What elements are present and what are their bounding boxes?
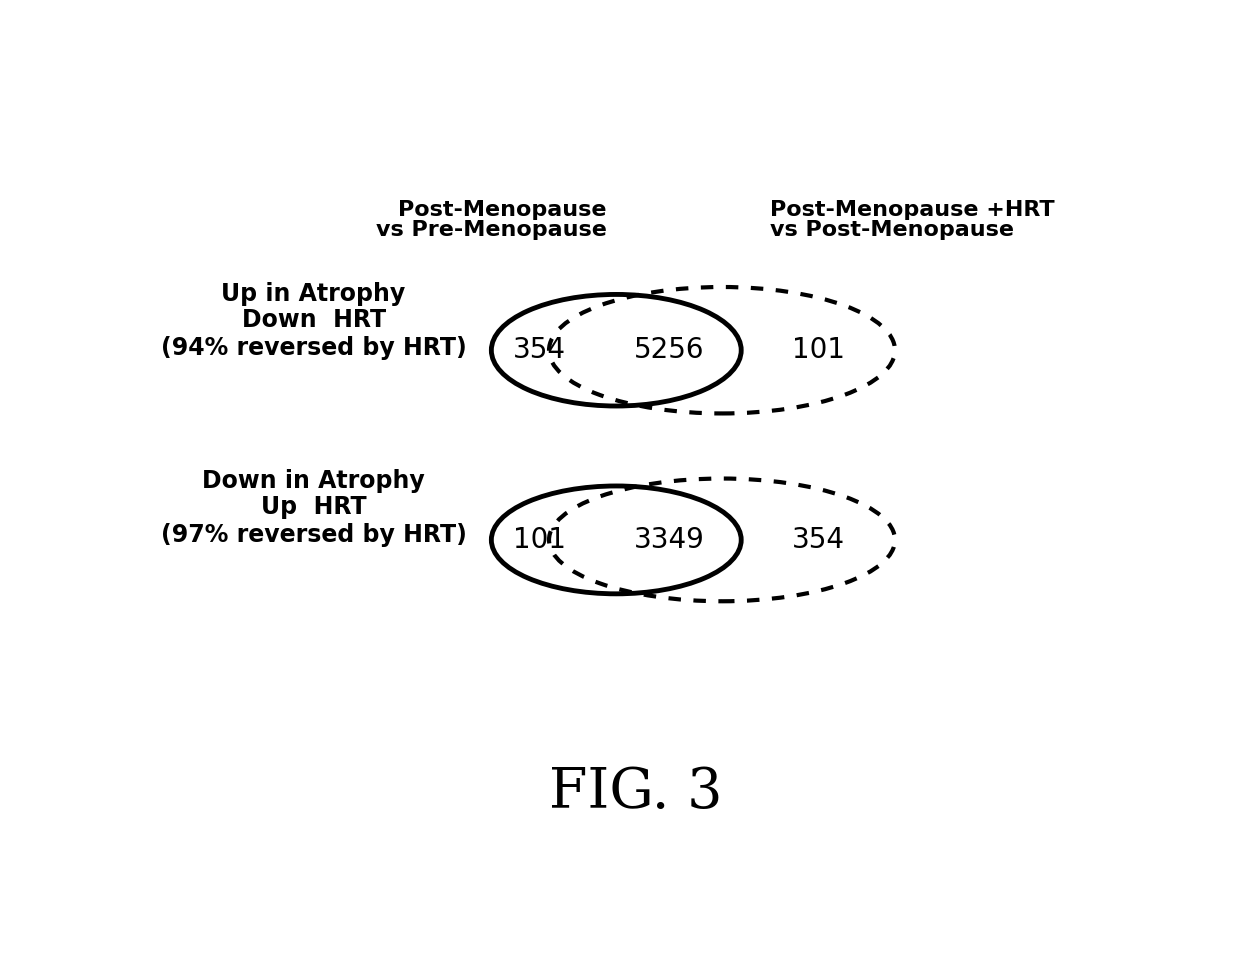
- Text: Post-Menopause +HRT: Post-Menopause +HRT: [770, 200, 1055, 220]
- Text: vs Post-Menopause: vs Post-Menopause: [770, 220, 1014, 241]
- Text: (97% reversed by HRT): (97% reversed by HRT): [161, 524, 466, 548]
- Text: 354: 354: [513, 336, 565, 364]
- Text: 101: 101: [791, 336, 844, 364]
- Text: Up in Atrophy: Up in Atrophy: [222, 282, 405, 305]
- Text: Down in Atrophy: Down in Atrophy: [202, 469, 425, 493]
- Text: vs Pre-Menopause: vs Pre-Menopause: [376, 220, 606, 241]
- Text: (94% reversed by HRT): (94% reversed by HRT): [161, 336, 466, 360]
- Text: Post-Menopause: Post-Menopause: [398, 200, 606, 220]
- Text: Up  HRT: Up HRT: [260, 495, 366, 519]
- Text: Down  HRT: Down HRT: [242, 307, 386, 331]
- Text: 101: 101: [513, 526, 565, 554]
- Text: 5256: 5256: [634, 336, 704, 364]
- Text: 354: 354: [791, 526, 844, 554]
- Text: FIG. 3: FIG. 3: [549, 765, 722, 820]
- Text: 3349: 3349: [634, 526, 704, 554]
